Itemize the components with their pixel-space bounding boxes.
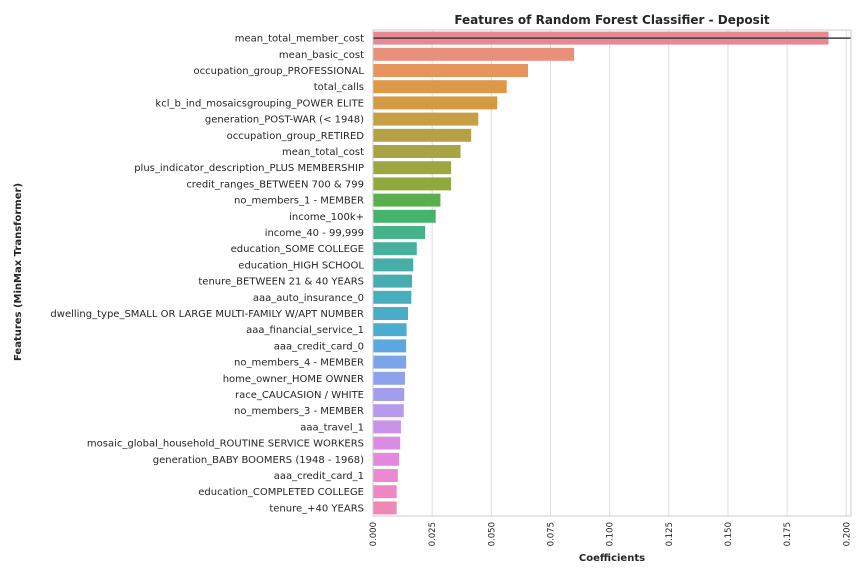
x-tick-label: 0.050 xyxy=(487,522,497,546)
x-tick-label: 0.150 xyxy=(724,522,734,546)
plot-background xyxy=(373,30,851,516)
bar xyxy=(373,80,507,94)
bar xyxy=(373,242,417,256)
bar xyxy=(373,112,479,126)
bar xyxy=(373,258,414,272)
y-tick-label: aaa_auto_insurance_0 xyxy=(253,293,364,304)
y-tick-label: aaa_credit_card_1 xyxy=(274,471,364,482)
y-tick-label: no_members_4 - MEMBER xyxy=(234,358,364,369)
bar xyxy=(373,355,407,369)
bar xyxy=(373,371,405,385)
x-tick-label: 0.000 xyxy=(369,522,379,546)
y-tick-label: no_members_1 - MEMBER xyxy=(234,196,364,207)
x-axis-label: Coefficients xyxy=(579,553,645,564)
y-tick-label: mean_total_cost xyxy=(282,147,364,158)
x-tick-label: 0.175 xyxy=(783,522,793,546)
bar xyxy=(373,177,452,191)
bar xyxy=(373,339,407,353)
y-tick-label: generation_POST-WAR (< 1948) xyxy=(205,115,364,126)
y-tick-label: occupation_group_PROFESSIONAL xyxy=(194,66,365,77)
y-tick-label: home_owner_HOME OWNER xyxy=(223,374,364,385)
bar xyxy=(373,307,409,320)
y-tick-label: mean_total_member_cost xyxy=(235,34,364,45)
y-tick-label: race_CAUCASION / WHITE xyxy=(235,390,364,401)
x-tick-label: 0.025 xyxy=(428,522,438,546)
bar xyxy=(373,323,407,337)
y-tick-label: plus_indicator_description_PLUS MEMBERSH… xyxy=(134,163,364,174)
bar xyxy=(373,193,441,207)
bar xyxy=(373,161,452,175)
y-tick-label: education_SOME COLLEGE xyxy=(231,244,364,255)
y-tick-label: credit_ranges_BETWEEN 700 & 799 xyxy=(186,179,364,190)
y-tick-label: occupation_group_RETIRED xyxy=(227,131,365,142)
y-tick-label: generation_BABY BOOMERS (1948 - 1968) xyxy=(153,455,364,466)
y-tick-label: aaa_credit_card_0 xyxy=(274,341,364,352)
bar xyxy=(373,226,426,239)
bar xyxy=(373,96,498,110)
bar xyxy=(373,209,436,223)
x-tick-label: 0.200 xyxy=(842,522,852,546)
x-tick-label: 0.125 xyxy=(665,522,675,546)
x-tick-label: 0.100 xyxy=(606,522,616,546)
y-tick-label: income_100k+ xyxy=(289,212,364,223)
y-axis-label: Features (MinMax Transformer) xyxy=(13,183,24,361)
x-tick-label: 0.075 xyxy=(546,522,556,546)
bar xyxy=(373,436,401,450)
bar xyxy=(373,469,398,482)
y-tick-label: education_HIGH SCHOOL xyxy=(238,260,364,271)
bar xyxy=(373,388,405,401)
y-tick-label: education_COMPLETED COLLEGE xyxy=(198,487,364,498)
bar xyxy=(373,485,397,499)
y-tick-label: total_calls xyxy=(314,82,364,93)
bar xyxy=(373,501,397,515)
bar xyxy=(373,420,401,434)
y-tick-label: dwelling_type_SMALL OR LARGE MULTI-FAMIL… xyxy=(50,309,364,320)
y-tick-label: kcl_b_ind_mosaicsgrouping_POWER ELITE xyxy=(155,98,364,109)
bar xyxy=(373,290,412,304)
y-tick-label: no_members_3 - MEMBER xyxy=(234,406,364,417)
y-tick-label: tenure_BETWEEN 21 & 40 YEARS xyxy=(198,277,364,288)
y-tick-label: mean_basic_cost xyxy=(279,50,364,61)
bar xyxy=(373,452,400,466)
y-tick-label: aaa_financial_service_1 xyxy=(246,325,364,336)
bar xyxy=(373,64,528,77)
plot-frame xyxy=(372,29,852,517)
bar xyxy=(373,47,575,61)
y-tick-label: aaa_travel_1 xyxy=(300,422,364,433)
y-tick-label: income_40 - 99,999 xyxy=(265,228,364,239)
y-tick-label: tenure_+40 YEARS xyxy=(269,503,364,514)
bar xyxy=(373,404,404,418)
plot-area: mean_total_member_cost mean_basic_costocc… xyxy=(50,29,852,546)
bar xyxy=(373,274,413,288)
bar xyxy=(373,128,472,142)
bar xyxy=(373,145,461,158)
y-tick-label: mosaic_global_household_ROUTINE SERVICE … xyxy=(87,439,364,450)
chart-title: Features of Random Forest Classifier - D… xyxy=(454,13,770,27)
